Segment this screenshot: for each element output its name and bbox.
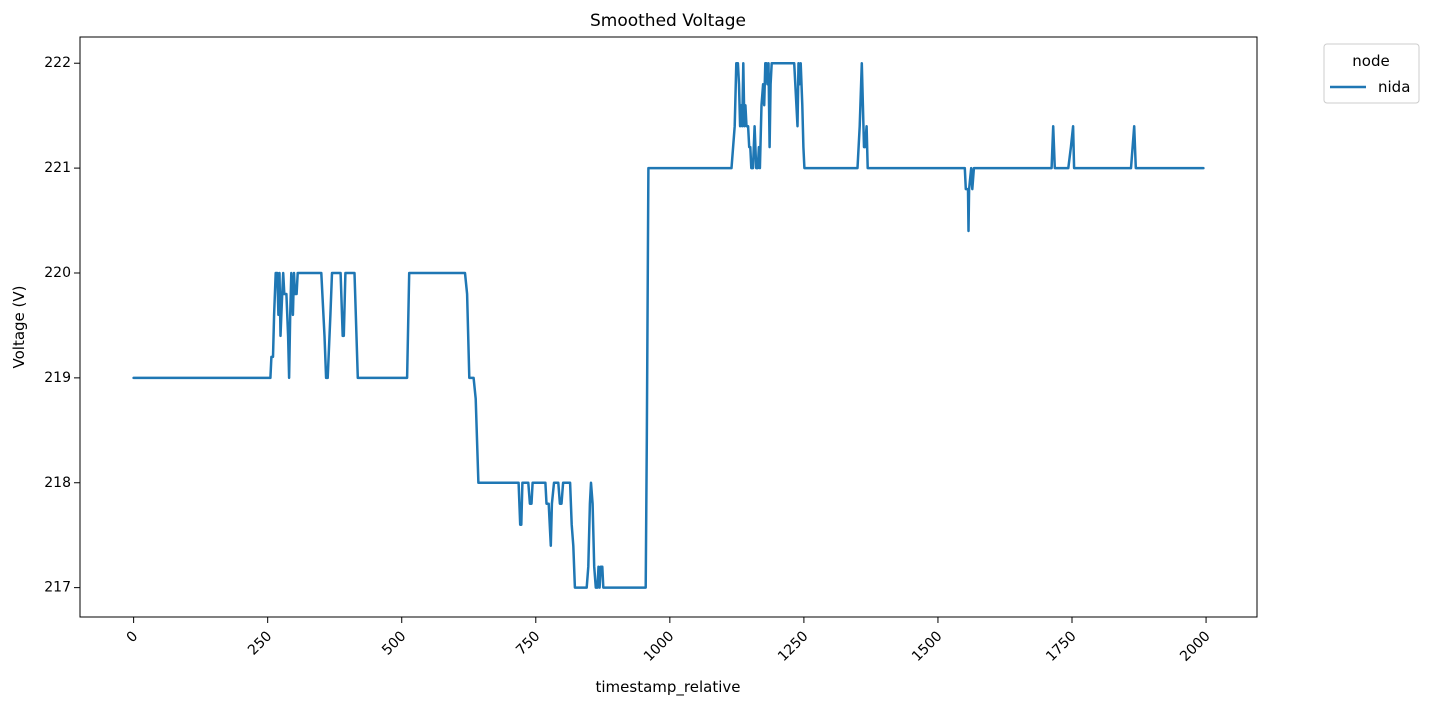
legend-title: node: [1352, 52, 1389, 70]
y-tick-label: 221: [44, 160, 71, 176]
x-tick-label: 500: [379, 628, 409, 658]
x-tick-label: 1750: [1043, 628, 1080, 665]
x-tick-label: 750: [513, 628, 543, 658]
x-tick-label: 250: [245, 628, 275, 658]
series-line-nida: [132, 61, 1205, 589]
y-tick-label: 219: [44, 370, 71, 386]
legend-series-label: nida: [1378, 78, 1410, 96]
x-tick-label: 1250: [775, 628, 812, 665]
legend: node nida: [1323, 43, 1420, 104]
y-axis-ticks: 217 218 219 220 221 222: [44, 55, 80, 596]
chart-title: Smoothed Voltage: [590, 11, 746, 31]
y-axis-label: Voltage (V): [10, 286, 28, 369]
x-axis-label: timestamp_relative: [596, 678, 741, 697]
x-tick-label: 1500: [909, 628, 946, 665]
y-tick-label: 217: [44, 580, 71, 596]
plot-area: [79, 36, 1258, 618]
x-axis-ticks: 0 250 500 750 1000 1250 1500 1750 2000: [124, 617, 1214, 665]
x-tick-label: 2000: [1177, 628, 1214, 665]
y-tick-label: 222: [44, 55, 71, 71]
y-tick-label: 220: [44, 265, 71, 281]
plot-frame: [79, 36, 1258, 618]
x-tick-label: 0: [124, 628, 142, 646]
x-tick-label: 1000: [641, 628, 678, 665]
y-tick-label: 218: [44, 475, 71, 491]
